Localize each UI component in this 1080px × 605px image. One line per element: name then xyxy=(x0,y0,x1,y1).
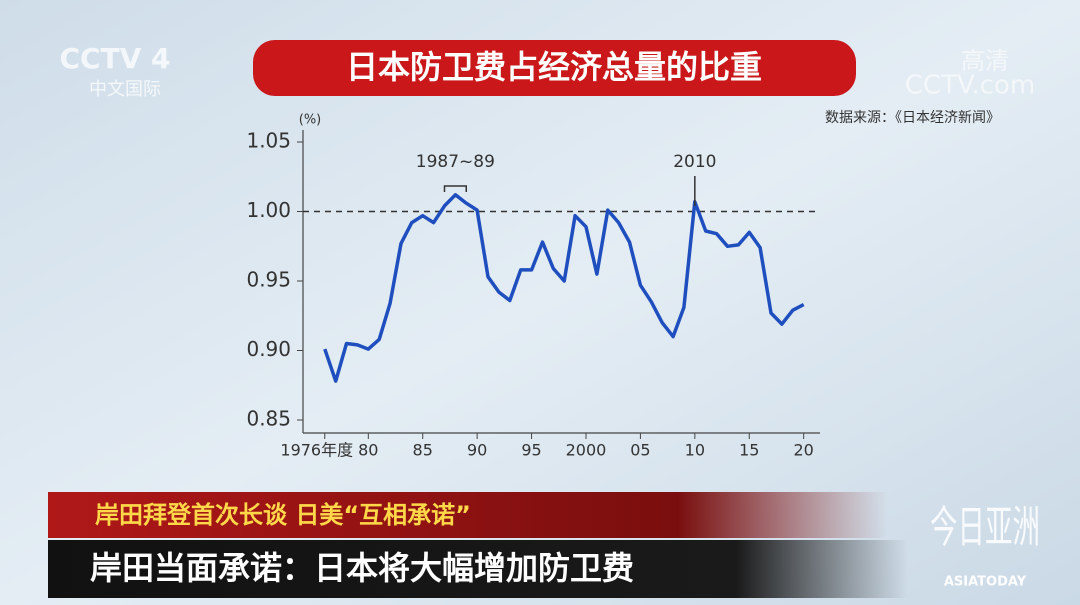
hd-label: 高清 xyxy=(961,47,1009,75)
site-logo: CCTV.com xyxy=(905,71,1035,101)
ticker: 岸田拜登首次长谈 日美“互相承诺” xyxy=(95,501,471,529)
channel-logo: CCTV 4 xyxy=(59,42,170,75)
x-tick-label: 10 xyxy=(685,441,705,460)
chart-title: 日本防卫费占经济总量的比重 xyxy=(346,48,762,86)
program-en: ASIATODAY xyxy=(944,575,1027,590)
y-tick-label: 0.85 xyxy=(246,407,291,431)
x-tick-label: 90 xyxy=(467,441,487,460)
y-tick-label: 0.90 xyxy=(246,337,291,361)
channel-sub: 中文国际 xyxy=(89,79,161,100)
plot: 0.85 0.90 0.95 1.00 1.05 1976年度 80 85 90 95 2000 05… xyxy=(246,129,820,460)
x-tick-label: 95 xyxy=(521,441,541,460)
y-unit: (%) xyxy=(299,113,322,128)
x-tick-label: 05 xyxy=(630,441,650,460)
source: 数据来源：《日本经济新闻》 xyxy=(825,110,1000,126)
x-tick-label: 2000 xyxy=(566,441,607,460)
x-tick-label: 1976年度 xyxy=(280,441,353,460)
x-tick-label: 20 xyxy=(793,441,813,460)
annotation-label: 2010 xyxy=(673,152,716,172)
title-banner xyxy=(253,40,856,96)
annotation-bracket xyxy=(443,185,468,192)
y-tick-label: 0.95 xyxy=(246,268,291,292)
line-series xyxy=(323,193,805,383)
y-tick-label: 1.05 xyxy=(246,129,291,153)
x-tick-label: 15 xyxy=(739,441,759,460)
headline-bar xyxy=(48,540,908,598)
y-tick-label: 1.00 xyxy=(246,198,291,222)
headline: 岸田当面承诺：日本将大幅增加防卫费 xyxy=(90,549,634,587)
annotation-label: 1987~89 xyxy=(416,152,495,172)
x-tick-label: 80 xyxy=(358,441,378,460)
program-logo: 今日亚洲 xyxy=(930,502,1040,553)
ticker-bar xyxy=(48,492,888,538)
x-tick-label: 85 xyxy=(413,441,433,460)
